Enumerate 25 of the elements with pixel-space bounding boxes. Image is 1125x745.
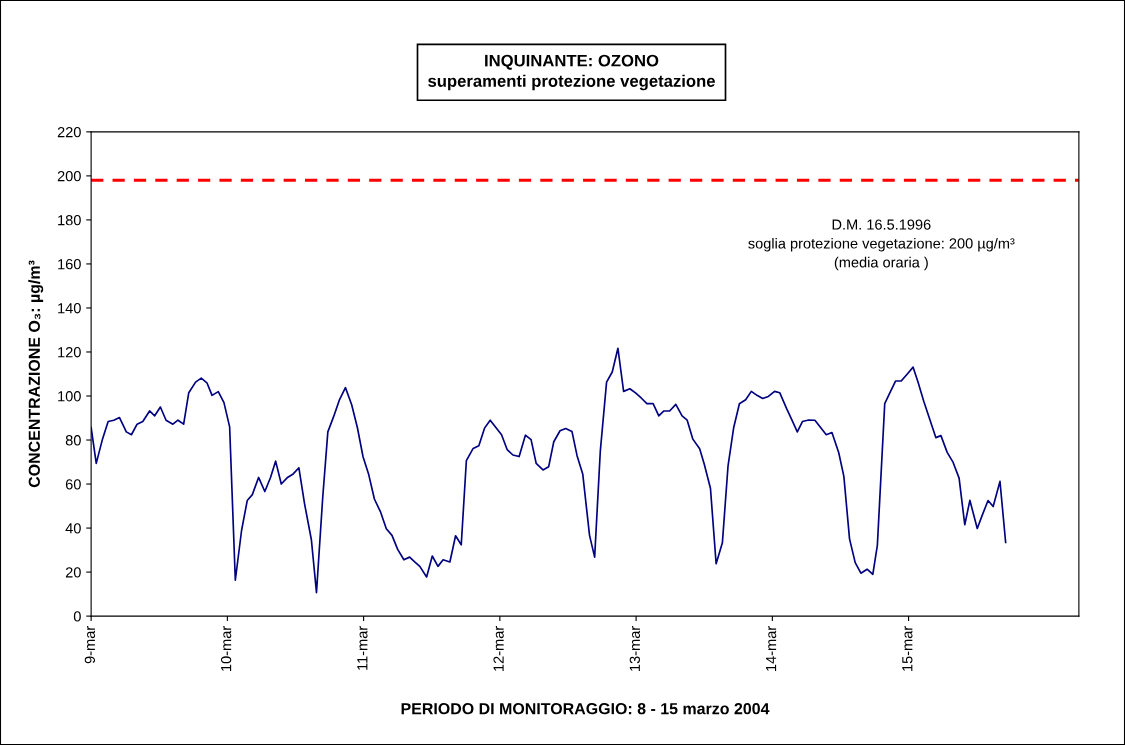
y-tick-label: 160: [58, 259, 81, 270]
y-axis-title: CONCENTRAZIONE O₃: µg/m³: [28, 260, 44, 488]
y-tick-label: 40: [65, 523, 81, 534]
y-tick-label: 100: [58, 391, 81, 402]
x-tick-label: 11-mar: [357, 626, 368, 670]
chart-subtitle: superamenti protezione vegetazione: [428, 74, 715, 91]
y-tick-label: 0: [73, 611, 81, 622]
x-tick-label: 15-mar: [902, 626, 913, 671]
y-tick-label: 220: [57, 126, 81, 138]
x-tick-label: 12-mar: [493, 626, 504, 671]
y-tick-label: 60: [65, 479, 81, 490]
y-tick-label: 20: [65, 567, 81, 578]
annotation: D.M. 16.5.1996 soglia protezione vegetazione: 200 µg/m³ (media oraria ): [748, 219, 1015, 271]
y-tick-label: 180: [58, 215, 81, 226]
y-tick-label: 140: [58, 303, 81, 314]
x-tick-label: 10-mar: [220, 626, 232, 671]
x-axis-title: PERIODO DI MONITORAGGIO: 8 - 15 marzo 2004: [401, 703, 770, 715]
y-tick-label: 120: [58, 347, 81, 358]
line-series: [91, 347, 1007, 594]
x-tick-label: 13-mar: [629, 626, 641, 671]
y-tick-label: 200: [57, 170, 81, 182]
y-tick-label: 80: [65, 435, 81, 446]
x-tick-label: 9-mar: [84, 626, 96, 664]
x-tick-label: 14-mar: [766, 626, 777, 671]
chart-title: INQUINANTE: OZONO: [485, 54, 659, 70]
